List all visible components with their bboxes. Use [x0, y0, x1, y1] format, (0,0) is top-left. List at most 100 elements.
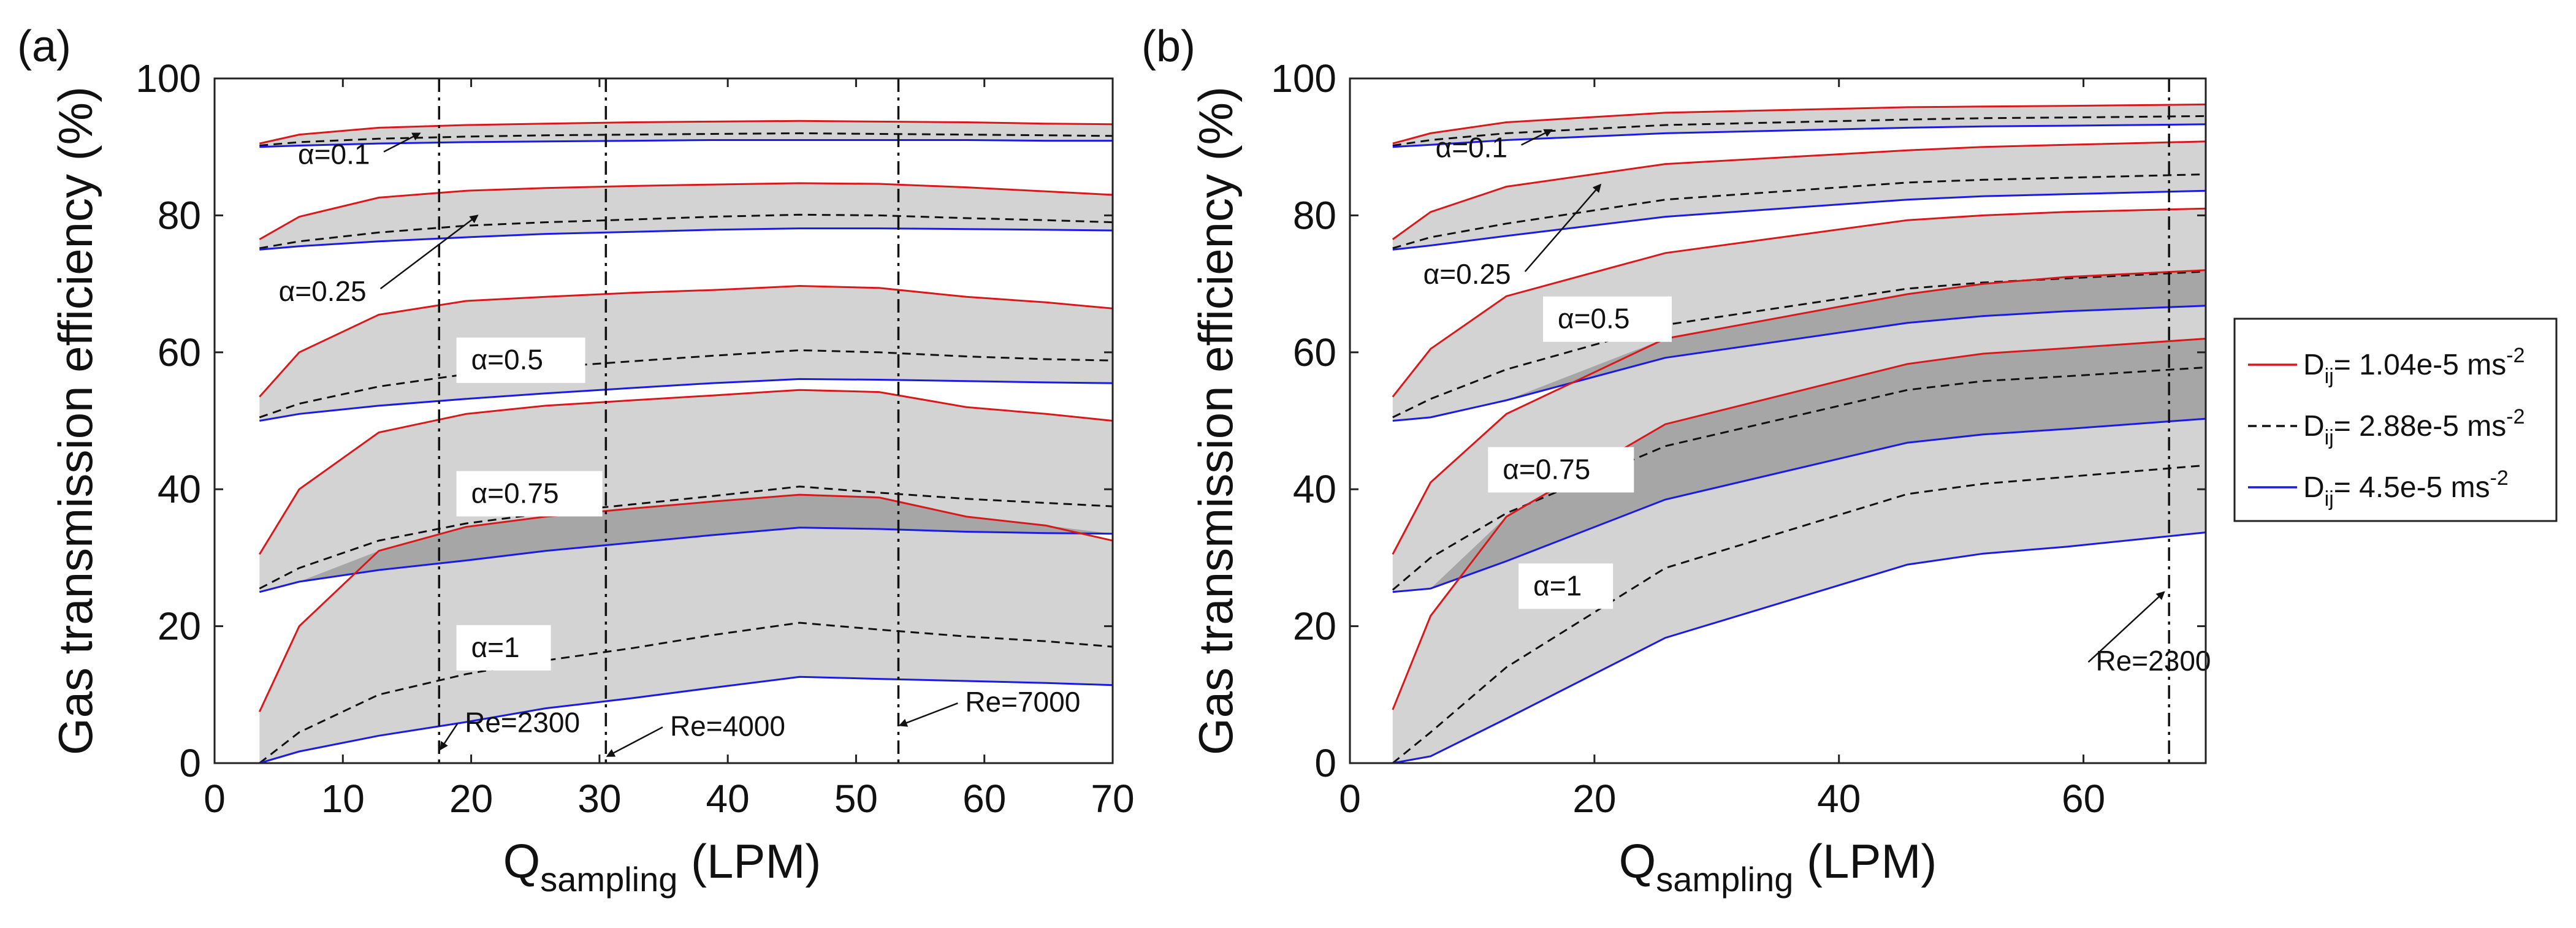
overlap-band-3 — [1392, 338, 2206, 592]
band-1 — [1392, 141, 2206, 250]
band-0 — [1392, 104, 2206, 147]
panel-a: Re=2300 Re=4000 Re=7000 α=0.1 α=0.25 α=0.5 α=0… — [17, 22, 1135, 899]
annotation-label-1: α=0.25 — [1423, 258, 1511, 290]
axes-box — [1349, 77, 2207, 764]
annotation-arrow-0 — [383, 132, 421, 153]
legend-label-0: Dij= 1.04e-5 ms-2 — [2303, 344, 2525, 388]
series-line-red-4 — [258, 493, 1113, 712]
x-tick-label-4: 40 — [706, 777, 750, 821]
band-4 — [1392, 338, 2206, 763]
x-tick-label-5: 50 — [834, 777, 878, 821]
series-line-blue-3 — [1392, 417, 2206, 593]
y-tick-label-4: 80 — [158, 193, 201, 237]
annotation-label-4: α=1 — [1533, 569, 1582, 601]
series-line-blue-2 — [259, 378, 1113, 422]
y-axis-label: Gas transmission efficiency (%) — [48, 86, 102, 755]
series-line-blue-1 — [259, 227, 1113, 251]
series-line-red-1 — [259, 182, 1113, 240]
x-tick-label-0: 0 — [204, 777, 226, 821]
annotation-box-3 — [1488, 447, 1634, 493]
annotation-label-0: α=0.1 — [298, 139, 370, 170]
annotation-box-3 — [456, 471, 603, 517]
series-line-red-4 — [1392, 338, 2206, 710]
y-tick-label-0: 0 — [1314, 741, 1336, 785]
legend: Dij= 1.04e-5 ms-2 Dij= 2.88e-5 ms-2 Dij= 4… — [2233, 318, 2558, 522]
panel-label: (b) — [1141, 22, 1195, 71]
annotation-box-4 — [456, 625, 551, 671]
y-tick-label-0: 0 — [179, 741, 201, 785]
axes-box — [213, 77, 1114, 764]
x-tick-label-1: 20 — [1572, 777, 1616, 821]
series-line-black-1 — [1392, 173, 2206, 249]
annotation-label-3: α=0.75 — [471, 477, 559, 509]
x-tick-label-3: 60 — [2062, 777, 2105, 821]
annotation-label-2: α=0.5 — [1558, 303, 1629, 335]
x-tick-label-7: 70 — [1091, 777, 1134, 821]
series-line-black-3 — [259, 485, 1113, 590]
reference-label-1: Re=4000 — [670, 710, 785, 742]
legend-label-2: Dij= 4.5e-5 ms-2 — [2303, 466, 2509, 511]
series-line-red-3 — [1392, 269, 2206, 555]
series-line-black-4 — [1392, 464, 2206, 763]
plot-area — [1392, 103, 2206, 763]
series-line-red-0 — [259, 120, 1113, 145]
y-tick-label-1: 20 — [1293, 604, 1336, 648]
annotation-label-3: α=0.75 — [1503, 453, 1590, 485]
panel-b: Re=2300 α=0.1 α=0.25 α=0.5 α=0.75 α=1 0 20 40 60 0… — [1141, 22, 2211, 899]
plot-area — [258, 120, 1113, 763]
series-line-blue-4 — [259, 675, 1113, 763]
x-tick-label-2: 40 — [1817, 777, 1861, 821]
x-axis-label: Qsampling (LPM) — [503, 834, 821, 899]
y-tick-label-5: 100 — [1271, 56, 1336, 101]
series-line-black-3 — [1392, 366, 2206, 591]
annotation-box-4 — [1519, 563, 1614, 609]
x-axis-label: Qsampling (LPM) — [1619, 834, 1937, 899]
x-tick-label-2: 20 — [449, 777, 493, 821]
series-line-black-0 — [259, 132, 1113, 146]
series-line-black-1 — [259, 213, 1113, 249]
series-line-blue-1 — [1392, 189, 2206, 251]
reference-label-2: Re=7000 — [965, 686, 1080, 718]
y-tick-label-2: 40 — [1293, 467, 1336, 511]
reference-arrow-1 — [606, 726, 663, 757]
series-line-red-2 — [259, 284, 1113, 398]
series-line-red-3 — [259, 389, 1113, 555]
y-axis-label: Gas transmission efficiency (%) — [1189, 86, 1243, 755]
annotation-label-1: α=0.25 — [279, 275, 367, 307]
series-line-blue-0 — [259, 139, 1113, 148]
y-tick-label-1: 20 — [158, 604, 201, 648]
annotation-arrow-0 — [1521, 129, 1553, 146]
series-line-blue-2 — [1392, 305, 2206, 422]
band-1 — [259, 183, 1113, 250]
annotation-label-0: α=0.1 — [1436, 131, 1507, 163]
reference-label-0: Re=2300 — [2096, 645, 2211, 677]
x-tick-label-3: 30 — [577, 777, 621, 821]
overlap-band-3 — [259, 495, 1113, 592]
reference-arrow-0 — [2087, 591, 2165, 663]
y-tick-label-2: 40 — [158, 467, 201, 511]
y-tick-label-3: 60 — [158, 330, 201, 375]
x-tick-label-6: 60 — [962, 777, 1006, 821]
series-line-black-2 — [259, 349, 1113, 419]
series-line-red-2 — [1392, 207, 2206, 398]
x-tick-label-0: 0 — [1339, 777, 1361, 821]
series-line-red-1 — [1392, 140, 2206, 240]
annotation-arrow-1 — [379, 215, 479, 290]
overlap-band-2 — [1392, 270, 2206, 421]
series-line-blue-3 — [259, 527, 1113, 593]
reference-label-0: Re=2300 — [465, 707, 580, 739]
panel-label: (a) — [17, 22, 71, 71]
annotation-box-2 — [456, 337, 585, 383]
annotation-label-4: α=1 — [471, 631, 520, 663]
y-tick-label-3: 60 — [1293, 330, 1336, 375]
series-line-blue-0 — [1392, 123, 2206, 148]
series-line-blue-4 — [1392, 531, 2206, 763]
band-4 — [259, 495, 1113, 763]
series-line-red-0 — [1392, 103, 2206, 145]
annotation-arrow-1 — [1524, 183, 1602, 272]
series-line-black-2 — [1392, 270, 2206, 419]
x-tick-label-1: 10 — [321, 777, 365, 821]
reference-arrow-0 — [440, 723, 459, 751]
reference-arrow-2 — [898, 702, 958, 727]
